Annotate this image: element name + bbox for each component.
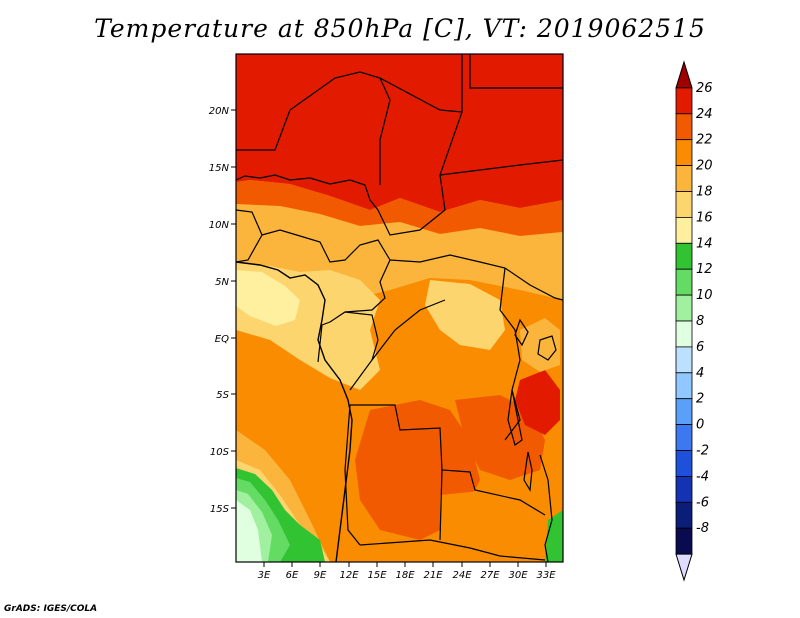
- great-lakes: [507, 318, 557, 492]
- colorbar-label: 10: [696, 288, 713, 303]
- colorbar-box: [675, 268, 693, 296]
- colorbar-box: [675, 501, 693, 529]
- lon-label: 9E: [314, 570, 327, 581]
- lat-label: 15N: [209, 163, 230, 174]
- lon-label: 15E: [367, 570, 387, 581]
- colorbar-box: [675, 527, 693, 555]
- lat-label: 20N: [209, 106, 230, 117]
- colorbar-box: [675, 87, 693, 115]
- colorbar-label: 18: [696, 185, 713, 200]
- colorbar-label: 0: [696, 418, 704, 433]
- latitude-axis: 20N 15N 10N 5N EQ 5S 10S 15S: [209, 106, 236, 515]
- lat-label: 10S: [210, 447, 230, 458]
- colorbar-label: 26: [696, 81, 713, 96]
- temperature-field: [236, 54, 563, 562]
- coastline: [236, 261, 353, 562]
- lat-label: 15S: [210, 504, 230, 515]
- colorbar-label: -2: [696, 444, 709, 459]
- colorbar-label: 6: [696, 340, 704, 355]
- colorbar-label: 2: [696, 392, 704, 407]
- colorbar-label: -8: [696, 521, 709, 536]
- colorbar-label: 22: [696, 133, 713, 148]
- lon-label: 3E: [258, 570, 271, 581]
- colorbar-label: 4: [696, 366, 704, 381]
- lon-label: 27E: [480, 570, 500, 581]
- colorbar-box: [675, 165, 693, 192]
- colorbar-box: [675, 242, 693, 270]
- colorbar-label: 16: [696, 210, 713, 225]
- lon-label: 30E: [508, 570, 528, 581]
- lon-label: 33E: [536, 570, 556, 581]
- lat-label: EQ: [215, 334, 229, 345]
- colorbar-label: -4: [696, 469, 709, 484]
- colorbar-box: [675, 475, 693, 503]
- colorbar-label: 14: [696, 236, 713, 251]
- colorbar-box: [675, 346, 693, 374]
- colorbar-box: [675, 216, 693, 244]
- colorbar-box: [675, 113, 693, 141]
- lon-label: 12E: [339, 570, 359, 581]
- colorbar-box: [675, 372, 693, 400]
- colorbar-bottom-arrow: [675, 553, 693, 582]
- lat-label: 5N: [215, 277, 229, 288]
- map-title: Temperature at 850hPa [C], VT: 201906251…: [94, 14, 706, 43]
- lat-label: 10N: [209, 220, 230, 231]
- colorbar-top-arrow: [675, 60, 693, 89]
- colorbar-box: [675, 320, 693, 348]
- lon-label: 6E: [286, 570, 299, 581]
- colorbar-box: [675, 398, 693, 426]
- country-borders: [236, 54, 563, 562]
- colorbar-label: 8: [696, 314, 704, 329]
- map-frame: [235, 53, 564, 563]
- lat-label: 5S: [216, 390, 229, 401]
- colorbar-label: 24: [696, 107, 713, 122]
- credit-label: GrADS: IGES/COLA: [4, 604, 98, 614]
- colorbar-box: [675, 450, 693, 477]
- colorbar-label: 12: [696, 262, 713, 277]
- lon-label: 18E: [395, 570, 415, 581]
- colorbar-box: [675, 139, 693, 166]
- lon-label: 21E: [423, 570, 443, 581]
- colorbar-label: 20: [696, 159, 713, 174]
- lon-label: 24E: [452, 570, 472, 581]
- colorbar-label: -6: [696, 495, 709, 510]
- colorbar-box: [675, 294, 693, 322]
- colorbar-box: [675, 424, 693, 451]
- colorbar-box: [675, 191, 693, 218]
- longitude-axis: 3E 6E 9E 12E 15E 18E 21E 24E 27E 30E 33E: [258, 562, 556, 581]
